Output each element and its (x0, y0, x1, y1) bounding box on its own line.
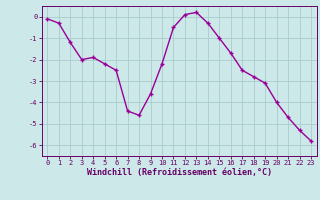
X-axis label: Windchill (Refroidissement éolien,°C): Windchill (Refroidissement éolien,°C) (87, 168, 272, 177)
